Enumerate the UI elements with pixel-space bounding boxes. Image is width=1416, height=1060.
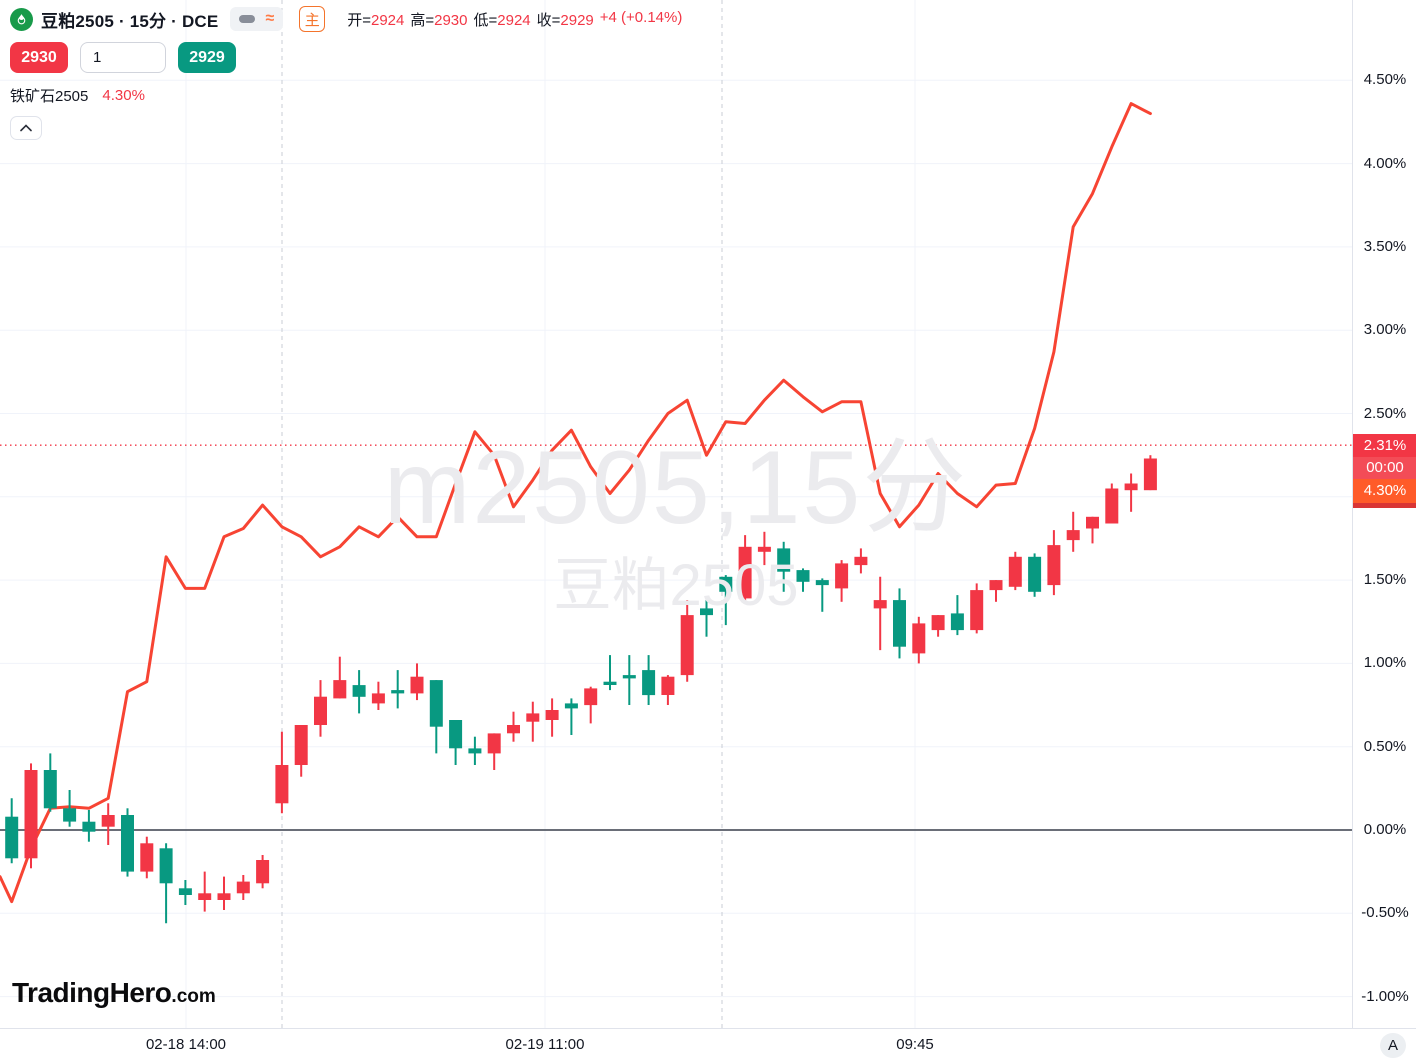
quantity-input[interactable] [80,42,166,73]
ohlc-item: 低=2924 [473,11,531,29]
buy-price-button[interactable]: 2929 [178,42,236,73]
timezone-adjust-button[interactable]: A [1380,1033,1406,1058]
chart-header: 豆粕2505 · 15分 · DCE ≈ 主 开=2924 高=2930 低=292… [10,6,682,140]
hidden-badge-sliver [1353,503,1416,509]
time-axis-label: 02-18 14:00 [145,1036,227,1053]
price-axis-tick: -0.50% [1361,904,1409,922]
ohlc-item: 收=2929 [536,11,594,29]
price-axis-tick: 4.50% [1363,71,1407,89]
sell-price-button[interactable]: 2930 [10,42,68,73]
last-price-badge: 2.31% [1353,434,1416,458]
compare-change-percent: 4.30% [102,87,145,104]
collapse-header-button[interactable] [10,116,42,140]
time-axis-label: 02-19 11:00 [505,1036,585,1053]
candlestick-chart-canvas[interactable] [0,0,1352,1028]
ohlc-change: +4 (+0.14%) [599,8,683,26]
price-axis-tick: 4.00% [1363,154,1407,172]
price-axis-tick: 1.50% [1363,571,1407,589]
price-axis-tick: 3.50% [1363,237,1407,255]
ohlc-item: 开=2924 [347,11,405,29]
chart-style-switcher[interactable]: ≈ [230,7,284,31]
time-axis[interactable]: A 02-18 14:00 02-19 11:00 09:45 [0,1028,1416,1060]
price-axis-tick: 0.50% [1363,737,1407,755]
bar-countdown-badge: 00:00 [1353,457,1416,480]
price-axis-tick: 3.00% [1363,321,1407,339]
price-axis-tick: 0.00% [1363,821,1407,838]
symbol-title[interactable]: 豆粕2505 · 15分 · DCE [41,11,219,31]
candle-style-icon[interactable] [239,15,256,23]
compare-symbol-name[interactable]: 铁矿石2505 [10,88,89,105]
main-contract-button[interactable]: 主 [299,6,326,32]
price-axis-tick: 2.50% [1363,404,1407,422]
tradinghero-logo-icon [10,7,33,31]
price-axis[interactable]: 2.31% 00:00 4.30% 4.50% 4.00% 3.50% 3.00% 2.… [1352,0,1416,1028]
time-axis-label: 09:45 [896,1036,934,1053]
compare-legend: 铁矿石2505 4.30% [10,85,682,106]
brand-name: TradingHero [12,977,172,1008]
chart-plot-area[interactable]: m2505,15分 豆粕2505 豆粕2505 · 15分 · DCE ≈ 主 … [0,0,1352,1028]
ohlc-item: 高=2930 [410,11,468,29]
trade-panel: 2930 2929 [10,42,682,73]
chevron-up-icon [20,124,32,132]
compare-price-badge: 4.30% [1353,479,1416,504]
line-style-icon[interactable]: ≈ [265,10,275,27]
tradinghero-watermark-logo: TradingHero.com [12,977,216,1009]
price-axis-tick: -1.00% [1361,987,1409,1005]
ohlc-readout: 开=2924 高=2930 低=2924 收=2929 +4 (+0.14%) [347,9,682,30]
price-axis-tick: 1.00% [1363,654,1407,672]
brand-tld: .com [171,986,216,1007]
